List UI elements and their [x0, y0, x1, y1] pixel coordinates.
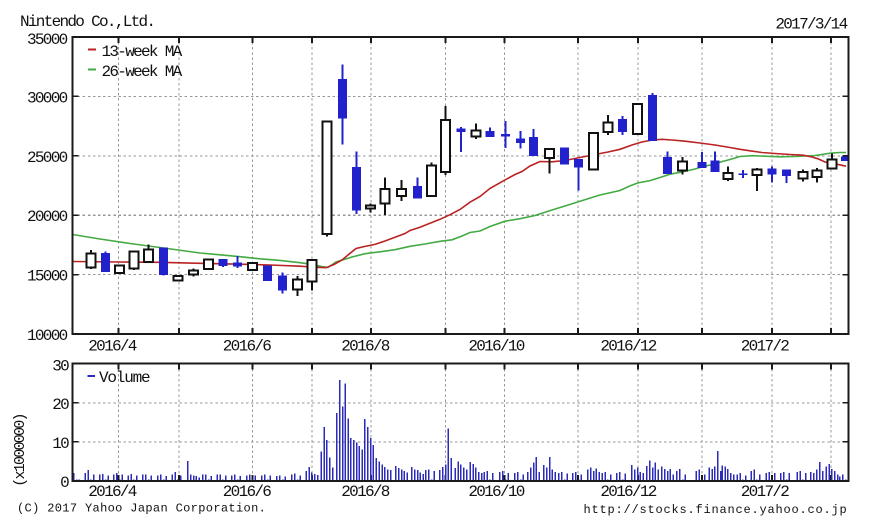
- svg-text:30000: 30000: [27, 89, 68, 107]
- svg-text:0: 0: [60, 474, 69, 492]
- svg-text:Volume: Volume: [99, 369, 150, 387]
- svg-text:2016/12: 2016/12: [600, 338, 656, 356]
- svg-text:(C) 2017 Yahoo Japan Corporati: (C) 2017 Yahoo Japan Corporation.: [17, 502, 266, 516]
- svg-text:Nintendo Co.,Ltd.: Nintendo Co.,Ltd.: [20, 13, 154, 31]
- svg-text:20000: 20000: [27, 208, 68, 226]
- svg-text:2016/4: 2016/4: [88, 483, 137, 501]
- svg-text:30: 30: [52, 358, 69, 376]
- svg-text:2016/4: 2016/4: [88, 338, 137, 356]
- svg-text:15000: 15000: [27, 268, 68, 286]
- svg-text:10: 10: [52, 435, 69, 453]
- svg-text:26-week MA: 26-week MA: [102, 63, 183, 81]
- svg-text:2016/6: 2016/6: [223, 483, 272, 501]
- svg-text:35000: 35000: [27, 31, 68, 49]
- svg-text:http://stocks.finance.yahoo.co: http://stocks.finance.yahoo.co.jp: [583, 503, 847, 517]
- svg-text:2016/8: 2016/8: [341, 338, 390, 356]
- svg-text:2016/12: 2016/12: [600, 483, 656, 501]
- svg-text:2016/8: 2016/8: [341, 483, 390, 501]
- svg-text:2016/6: 2016/6: [223, 338, 272, 356]
- svg-text:10000: 10000: [27, 327, 68, 345]
- svg-text:20: 20: [52, 396, 69, 414]
- svg-text:25000: 25000: [27, 149, 68, 167]
- svg-text:2017/3/14: 2017/3/14: [775, 15, 847, 33]
- svg-text:2017/2: 2017/2: [741, 338, 790, 356]
- svg-text:(x1000000): (x1000000): [12, 414, 29, 486]
- svg-text:2017/2: 2017/2: [741, 483, 790, 501]
- svg-text:2016/10: 2016/10: [468, 483, 524, 501]
- svg-text:2016/10: 2016/10: [468, 338, 524, 356]
- svg-text:13-week MA: 13-week MA: [102, 43, 183, 61]
